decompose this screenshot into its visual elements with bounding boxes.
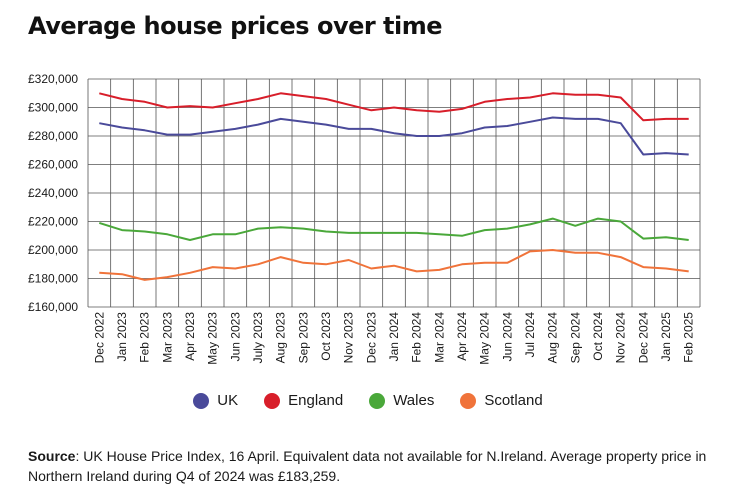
y-tick-label: £280,000	[28, 129, 78, 143]
chart-legend: UK England Wales Scotland	[0, 392, 736, 409]
chart-grid	[87, 78, 701, 308]
line-chart: £160,000 £180,000 £200,000 £220,000 £240,000…	[28, 72, 701, 365]
x-tick-label: Apr 2023	[183, 312, 197, 361]
x-tick-label: Sep 2023	[296, 312, 310, 364]
x-tick-label: Nov 2024	[614, 312, 628, 364]
y-tick-label: £320,000	[28, 72, 78, 86]
series-line-uk	[99, 116, 689, 156]
x-tick-label: Apr 2024	[455, 312, 469, 361]
y-tick-label: £300,000	[28, 101, 78, 115]
x-tick-label: Oct 2024	[591, 312, 605, 361]
legend-label-scotland: Scotland	[484, 392, 543, 409]
legend-item-scotland: Scotland	[460, 392, 543, 409]
legend-label-england: England	[288, 392, 344, 409]
x-tick-label: Oct 2023	[319, 312, 333, 361]
chart-title: Average house prices over time	[28, 12, 443, 40]
y-tick-label: £240,000	[28, 186, 78, 200]
x-tick-label: Feb 2025	[682, 312, 696, 363]
x-tick-label: Dec 2024	[636, 312, 650, 364]
source-text: : UK House Price Index, 16 April. Equiva…	[28, 448, 707, 484]
y-tick-label: £200,000	[28, 243, 78, 257]
x-tick-label: Jan 2025	[659, 312, 673, 362]
x-tick-label: Mar 2024	[432, 312, 446, 363]
x-tick-label: Jan 2024	[387, 312, 401, 362]
y-tick-label: £220,000	[28, 215, 78, 229]
x-tick-label: May 2023	[206, 312, 220, 365]
x-tick-label: Dec 2022	[92, 312, 106, 364]
legend-label-uk: UK	[217, 392, 239, 409]
legend-swatch-wales	[369, 392, 386, 409]
x-tick-label: Jun 2024	[500, 312, 514, 362]
x-tick-label: Nov 2023	[342, 312, 356, 364]
x-tick-label: Feb 2024	[410, 312, 424, 363]
x-tick-label: May 2024	[478, 312, 492, 365]
legend-swatch-uk	[193, 392, 210, 409]
legend-item-wales: Wales	[369, 392, 434, 409]
x-tick-label: July 2023	[251, 312, 265, 364]
chart-series	[98, 92, 689, 281]
x-tick-label: Jun 2023	[228, 312, 242, 362]
x-tick-label: Aug 2024	[546, 312, 560, 364]
series-line-scotland	[99, 249, 689, 281]
x-tick-label: Mar 2023	[160, 312, 174, 363]
x-tick-label: Feb 2023	[138, 312, 152, 363]
source-label: Source	[28, 448, 76, 464]
legend-item-uk: UK	[193, 392, 238, 409]
x-tick-label: Dec 2023	[364, 312, 378, 364]
y-tick-label: £160,000	[28, 300, 78, 314]
legend-swatch-scotland	[460, 392, 477, 409]
x-tick-label: Jul 2024	[523, 312, 537, 358]
legend-item-england: England	[264, 392, 343, 409]
source-note: Source: UK House Price Index, 16 April. …	[28, 446, 708, 486]
y-tick-label: £260,000	[28, 158, 78, 172]
legend-swatch-england	[264, 392, 281, 409]
x-axis: Dec 2022 Jan 2023 Feb 2023 Mar 2023 Apr 2023…	[92, 312, 695, 365]
y-tick-label: £180,000	[28, 272, 78, 286]
x-tick-label: Sep 2024	[568, 312, 582, 364]
x-tick-label: Jan 2023	[115, 312, 129, 362]
y-axis: £160,000 £180,000 £200,000 £220,000 £240,000…	[28, 72, 78, 314]
x-tick-label: Aug 2023	[274, 312, 288, 364]
series-line-england	[99, 92, 689, 122]
legend-label-wales: Wales	[393, 392, 435, 409]
